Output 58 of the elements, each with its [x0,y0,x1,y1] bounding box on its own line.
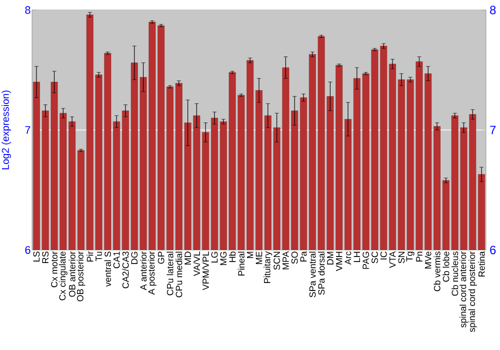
y2-tick-label: 8 [490,6,496,14]
x-tick-label: Hb [228,252,236,262]
x-tick-label: CA1 [113,252,120,268]
x-tick-label: MD [184,252,191,264]
x-tick-label: LS [33,252,40,262]
y-tick-label: 7 [25,126,30,134]
x-tick-label: MVe [424,252,432,268]
x-tick-label: A anterior [140,251,147,290]
x-tick-label: SCN [274,252,280,270]
y2-tick-label: 6 [490,246,496,254]
x-tick-label: PAG [362,252,370,269]
x-tick-label: M [247,252,254,258]
x-tick-label: MPA [282,251,289,270]
x-tick-label: LH [354,252,360,262]
x-tick-label: Pa [300,251,307,262]
x-tick-label: Retina [478,251,485,276]
x-tick-label: SO [291,252,298,264]
y-axis-title: Log2 (expression) [2,90,11,170]
x-tick-label: ventral S [104,252,111,287]
x-tick-label: SC [372,252,378,264]
y-tick-label: 8 [25,6,30,14]
x-tick-label: SPa dorsal [318,252,325,295]
y2-tick-label: 7 [490,126,496,134]
x-tick-label: GP [158,252,164,264]
x-tick-label: spinal cord anterior [460,251,468,328]
x-tick-label: CA2/CA3 [122,252,129,288]
x-tick-label: LG [211,252,218,262]
x-tick-label: CPu lateral [166,252,174,296]
x-tick-label: VMH [336,252,342,272]
x-tick-label: OB anterior [68,251,76,297]
x-tick-label: Tg [406,252,414,262]
x-tick-label: VA/VL [193,251,200,276]
x-tick-label: Cb lobe [442,252,450,282]
x-tick-label: DM [327,252,334,264]
x-tick-label: Tu [96,252,102,262]
x-tick-label: spinal cord posterior [468,251,477,332]
x-tick-label: Cb nucleus [452,252,458,296]
x-tick-label: Cb vermis [434,252,440,292]
x-tick-label: Pineal [238,252,245,276]
x-tick-label: DG [131,252,138,264]
x-tick-label: Pituitary [264,251,272,283]
x-tick-label: CPu medial [176,252,182,298]
x-tick-label: OB posterior [76,251,86,302]
y-tick-label: 6 [25,246,30,254]
x-tick-label: SPa ventral [309,252,316,298]
x-tick-label: VTA [389,251,396,268]
x-tick-label: Cx motor [51,251,58,288]
x-tick-label: SN [398,252,405,264]
x-tick-label: Arc [344,251,352,265]
x-tick-label: Pn [416,252,422,262]
x-tick-label: IC [380,252,387,260]
x-tick-label: MG [220,252,227,265]
x-tick-label: Pir [86,251,94,262]
x-tick-label: ME [256,252,262,264]
x-tick-label: VPM/VPL [202,251,209,290]
x-tick-label: Cx cingulate [58,252,68,300]
x-tick-label: A posterior [148,251,156,295]
x-tick-label: RS [42,252,49,263]
